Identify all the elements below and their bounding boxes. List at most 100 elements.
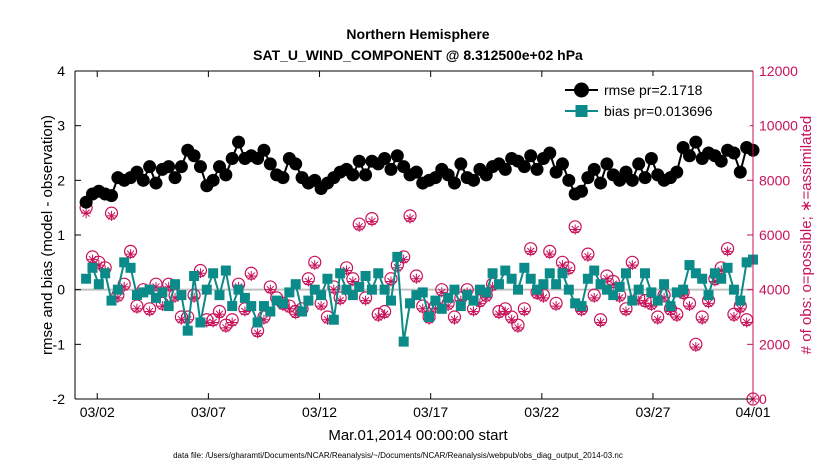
rmse-point (498, 162, 512, 176)
rmse-point (206, 173, 220, 187)
x-tick-label: 03/27 (635, 404, 670, 420)
rmse-point (543, 146, 557, 160)
bias-point (354, 281, 365, 292)
assimilated-obs-point (112, 292, 123, 303)
bias-point (443, 292, 454, 303)
data-file-footnote: data file: /Users/gharamti/Documents/NCA… (173, 451, 623, 460)
rmse-point (143, 160, 157, 174)
y2-tick-label: 10000 (759, 118, 798, 134)
bias-point (189, 271, 200, 281)
legend-bias-marker (575, 105, 588, 117)
assimilated-obs-point (87, 254, 98, 265)
assimilated-obs-point (189, 292, 200, 303)
bias-point (278, 298, 289, 309)
bias-point (87, 262, 98, 273)
assimilated-obs-point (608, 279, 619, 290)
assimilated-obs-point (709, 276, 720, 287)
bias-point (303, 295, 314, 306)
bias-point (170, 279, 181, 290)
x-tick-label: 03/22 (524, 404, 559, 420)
y2-tick-label: 2000 (759, 336, 790, 352)
assimilated-obs-point (506, 314, 517, 325)
assimilated-obs-point (360, 295, 371, 306)
rmse-point (632, 157, 646, 171)
assimilated-obs-point (411, 273, 422, 284)
y-tick-label: -2 (53, 391, 66, 407)
assimilated-obs-point (385, 276, 396, 287)
assimilated-obs-point (131, 303, 142, 314)
bias-point (614, 281, 625, 292)
rmse-point (162, 160, 176, 174)
rmse-point (447, 176, 461, 190)
bias-point (379, 284, 390, 295)
rmse-point (174, 160, 188, 174)
assimilated-obs-point (443, 301, 454, 312)
rmse-point (638, 171, 652, 185)
bias-point (252, 317, 263, 328)
assimilated-obs-point (93, 260, 104, 271)
rmse-point (594, 176, 608, 190)
assimilated-obs-point (303, 276, 314, 287)
bias-point (233, 284, 244, 295)
bias-point (385, 295, 396, 306)
bias-point (735, 295, 746, 306)
assimilated-obs-point (309, 260, 320, 271)
x-tick-label: 03/12 (302, 404, 337, 420)
legend-bias-label: bias pr=0.013696 (604, 103, 713, 119)
bias-point (265, 306, 276, 317)
rmse-point (517, 160, 531, 174)
rmse-point (562, 173, 576, 187)
bias-point (100, 268, 111, 279)
assimilated-obs-point (684, 301, 695, 312)
assimilated-obs-point (735, 303, 746, 314)
y2-tick-label: 0 (759, 391, 767, 407)
assimilated-obs-point (449, 314, 460, 325)
assimilated-obs-point (690, 342, 701, 353)
assimilated-obs-point (525, 246, 536, 257)
assimilated-obs-point (157, 301, 168, 312)
rmse-point (727, 146, 741, 160)
rmse-point (600, 157, 614, 171)
assimilated-obs-point (246, 271, 257, 281)
assimilated-obs-point (544, 249, 555, 260)
assimilated-obs-point (322, 314, 333, 325)
bias-point (576, 301, 587, 312)
assimilated-obs-point (576, 306, 587, 317)
rmse-point (587, 162, 601, 176)
bias-point (462, 290, 473, 301)
assimilated-obs-point (366, 216, 377, 227)
rmse-point (689, 135, 703, 149)
x-tick-label: 03/02 (80, 404, 115, 420)
assimilated-obs-point (214, 309, 225, 320)
bias-point (684, 260, 695, 271)
assimilated-obs-point (341, 265, 352, 276)
bias-point (157, 287, 168, 298)
bias-point (144, 284, 155, 295)
assimilated-obs-point (468, 306, 479, 317)
y2-tick-label: 8000 (759, 172, 790, 188)
bias-point (716, 273, 727, 284)
bias-point (214, 290, 225, 301)
assimilated-obs-point (614, 292, 625, 303)
bias-point (557, 268, 568, 279)
bias-point (424, 312, 435, 322)
assimilated-obs-point (379, 309, 390, 320)
bias-point (297, 306, 308, 317)
rmse-point (670, 165, 684, 179)
chart-title: Northern Hemisphere (346, 26, 489, 42)
rmse-point (136, 173, 150, 187)
assimilated-obs-point (455, 295, 466, 306)
rmse-point (219, 168, 233, 182)
assimilated-obs-point (538, 292, 549, 303)
bias-point (227, 301, 238, 312)
bias-point (633, 284, 644, 295)
bias-point (316, 290, 327, 301)
rmse-point (524, 149, 538, 163)
bias-point (671, 287, 682, 298)
bias-point (347, 290, 358, 301)
rmse-point (346, 168, 360, 182)
rmse-point (289, 157, 303, 171)
y2-tick-label: 6000 (759, 227, 790, 243)
assimilated-obs-point (493, 309, 504, 320)
bias-point (405, 298, 416, 309)
